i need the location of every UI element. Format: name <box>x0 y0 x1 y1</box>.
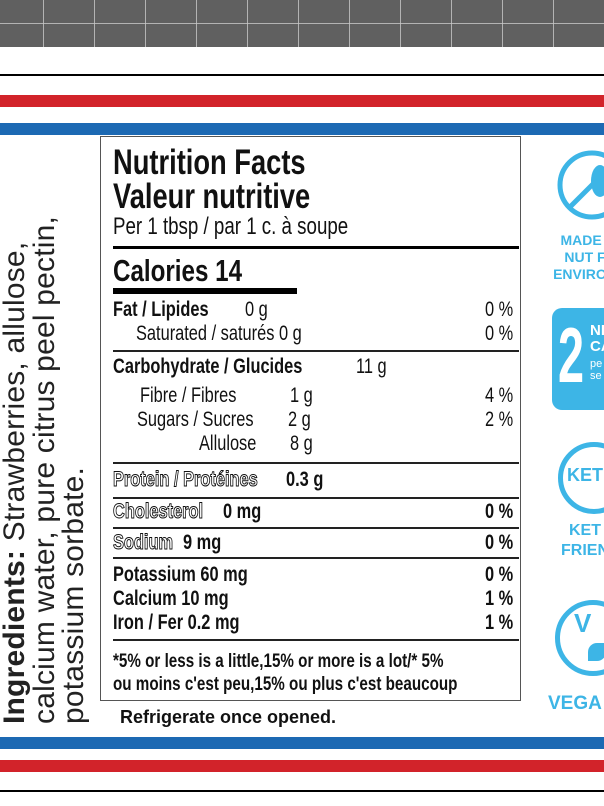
rule <box>113 497 519 499</box>
leaf-icon <box>588 643 604 661</box>
row-allulose: Allulose 8 g <box>199 432 313 455</box>
serving-size: Per 1 tbsp / par 1 c. à soupe <box>113 213 349 240</box>
row-cholesterol: Cholesterol 0 mg 0 % <box>113 500 513 524</box>
footnote-fr: ou moins c'est peu,15% ou plus c'est bea… <box>113 673 458 695</box>
net-carbs-badge: 2 NE CA pe se <box>552 308 604 410</box>
row-carbohydrate: Carbohydrate / Glucides 11 g <box>113 355 387 378</box>
row-potassium: Potassium 60 mg 0 % <box>113 563 513 586</box>
blue-stripe <box>0 123 604 135</box>
nut-free-icon <box>557 150 604 220</box>
blue-stripe-bottom <box>0 737 604 749</box>
vegan-label: VEGA <box>548 693 602 714</box>
storage-instruction: Refrigerate once opened. <box>120 707 337 727</box>
row-calcium: Calcium 10 mg 1 % <box>113 587 513 610</box>
row-sodium: Sodium 9 mg 0 % <box>113 531 513 555</box>
red-stripe <box>0 95 604 107</box>
row-iron: Iron / Fer 0.2 mg 1 % <box>113 611 513 634</box>
rule <box>113 527 519 529</box>
ingredients-label: Ingredients: <box>0 549 31 724</box>
background-grid <box>0 0 604 47</box>
nutrition-facts-table <box>100 136 521 701</box>
rule <box>113 350 519 352</box>
red-stripe-bottom <box>0 760 604 772</box>
rule <box>113 639 519 641</box>
keto-icon: KET <box>558 442 604 514</box>
calories: Calories 14 <box>113 253 243 288</box>
calories-rule <box>113 288 297 294</box>
divider-line <box>0 74 604 76</box>
rule <box>113 462 519 464</box>
vegan-icon: V <box>555 600 604 676</box>
nut-free-label: MADE INUT FENVIRON <box>553 232 604 282</box>
row-protein: Protein / Protéines 0.3 g <box>113 468 324 492</box>
rule <box>113 557 519 559</box>
ingredients-text: Ingredients: Strawberries, allulose, cal… <box>0 215 90 724</box>
title-en: Nutrition Facts <box>113 143 306 182</box>
divider-line-bottom <box>0 790 604 792</box>
thick-rule <box>113 246 519 249</box>
keto-label: KET FRIEN <box>561 522 604 559</box>
title-fr: Valeur nutritive <box>113 177 311 216</box>
footnote-en: *5% or less is a little,15% or more is a… <box>113 650 444 672</box>
